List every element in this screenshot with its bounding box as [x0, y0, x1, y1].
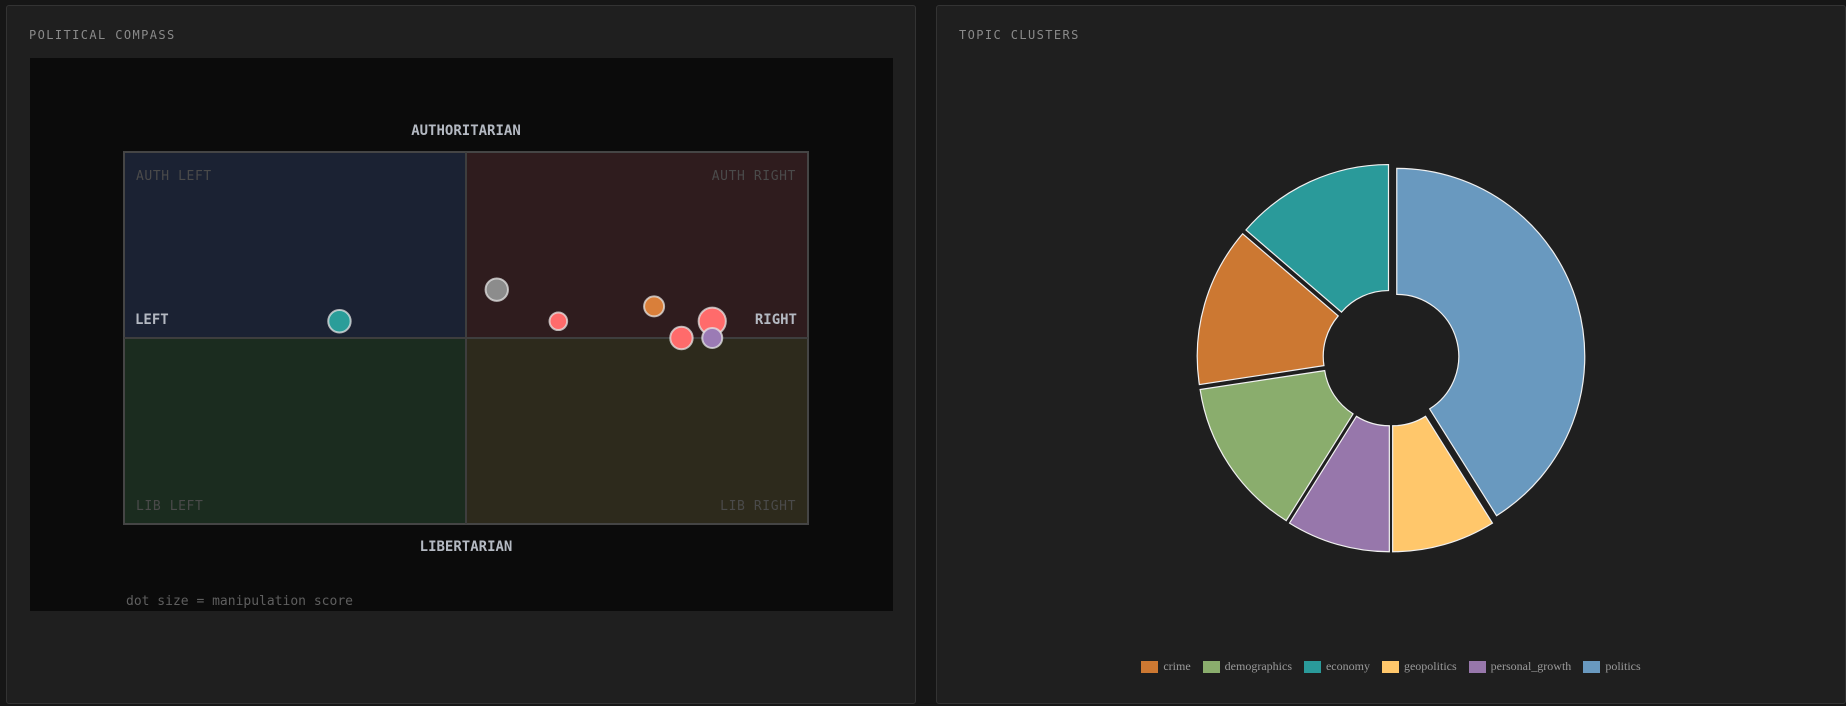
political-compass-title: POLITICAL COMPASS	[29, 28, 176, 42]
legend-swatch	[1583, 660, 1601, 673]
legend-swatch	[1141, 660, 1159, 673]
legend-item-geopolitics[interactable]: geopolitics	[1381, 659, 1457, 674]
donut-slice-politics[interactable]	[1396, 167, 1586, 517]
axis-label-authoritarian: AUTHORITARIAN	[411, 123, 521, 139]
legend-label: politics	[1605, 659, 1641, 673]
legend-swatch	[1303, 660, 1321, 673]
compass-dot[interactable]	[669, 325, 694, 351]
quadrant-label-auth-right: AUTH RIGHT	[712, 169, 796, 184]
legend-label: economy	[1325, 659, 1370, 673]
quadrant-lib-right	[466, 338, 808, 524]
topic-legend: crime demographics economy geopolitics perso…	[937, 659, 1845, 674]
legend-label: personal_growth	[1490, 659, 1572, 673]
compass-dot[interactable]	[327, 309, 352, 334]
compass-svg: AUTH LEFT AUTH RIGHT LIB LEFT LIB RIGHT …	[123, 123, 809, 609]
legend-label: demographics	[1224, 659, 1292, 673]
political-compass-chart: AUTH LEFT AUTH RIGHT LIB LEFT LIB RIGHT …	[30, 58, 893, 611]
axis-label-libertarian: LIBERTARIAN	[420, 539, 513, 555]
legend-swatch	[1468, 660, 1486, 673]
legend-item-personal-growth[interactable]: personal_growth	[1468, 659, 1572, 674]
legend-item-crime[interactable]: crime	[1141, 659, 1191, 674]
donut-slice-demographics[interactable]	[1199, 369, 1354, 522]
compass-dot[interactable]	[701, 327, 724, 349]
compass-dot[interactable]	[548, 311, 569, 332]
topic-clusters-panel: TOPIC CLUSTERS crime demographics economy g…	[936, 5, 1846, 704]
size-legend-note: dot size = manipulation score	[126, 594, 353, 609]
quadrant-auth-right	[466, 152, 808, 338]
topic-donut-chart	[1196, 163, 1586, 553]
legend-item-economy[interactable]: economy	[1303, 659, 1370, 674]
axis-label-left: LEFT	[135, 312, 169, 328]
topic-clusters-title: TOPIC CLUSTERS	[959, 28, 1080, 42]
compass-dot[interactable]	[643, 295, 666, 318]
political-compass-panel: POLITICAL COMPASS AUTH LEFT AUTH RIGHT L…	[6, 5, 916, 704]
legend-swatch	[1202, 660, 1220, 673]
donut-slice-geopolitics[interactable]	[1392, 415, 1494, 553]
donut-slice-personal-growth[interactable]	[1288, 415, 1390, 553]
legend-swatch	[1381, 660, 1399, 673]
compass-dots	[327, 277, 727, 351]
quadrant-label-auth-left: AUTH LEFT	[136, 169, 212, 184]
donut-slice-economy[interactable]	[1245, 163, 1390, 313]
quadrant-label-lib-right: LIB RIGHT	[720, 499, 796, 514]
quadrant-auth-left	[124, 152, 466, 338]
legend-item-politics[interactable]: politics	[1583, 659, 1641, 674]
legend-label: geopolitics	[1403, 659, 1457, 673]
axis-label-right: RIGHT	[755, 312, 797, 328]
quadrant-label-lib-left: LIB LEFT	[136, 499, 203, 514]
legend-item-demographics[interactable]: demographics	[1202, 659, 1292, 674]
donut-slice-crime[interactable]	[1196, 232, 1340, 386]
quadrant-lib-left	[124, 338, 466, 524]
legend-label: crime	[1163, 659, 1191, 673]
compass-dot[interactable]	[484, 277, 509, 302]
